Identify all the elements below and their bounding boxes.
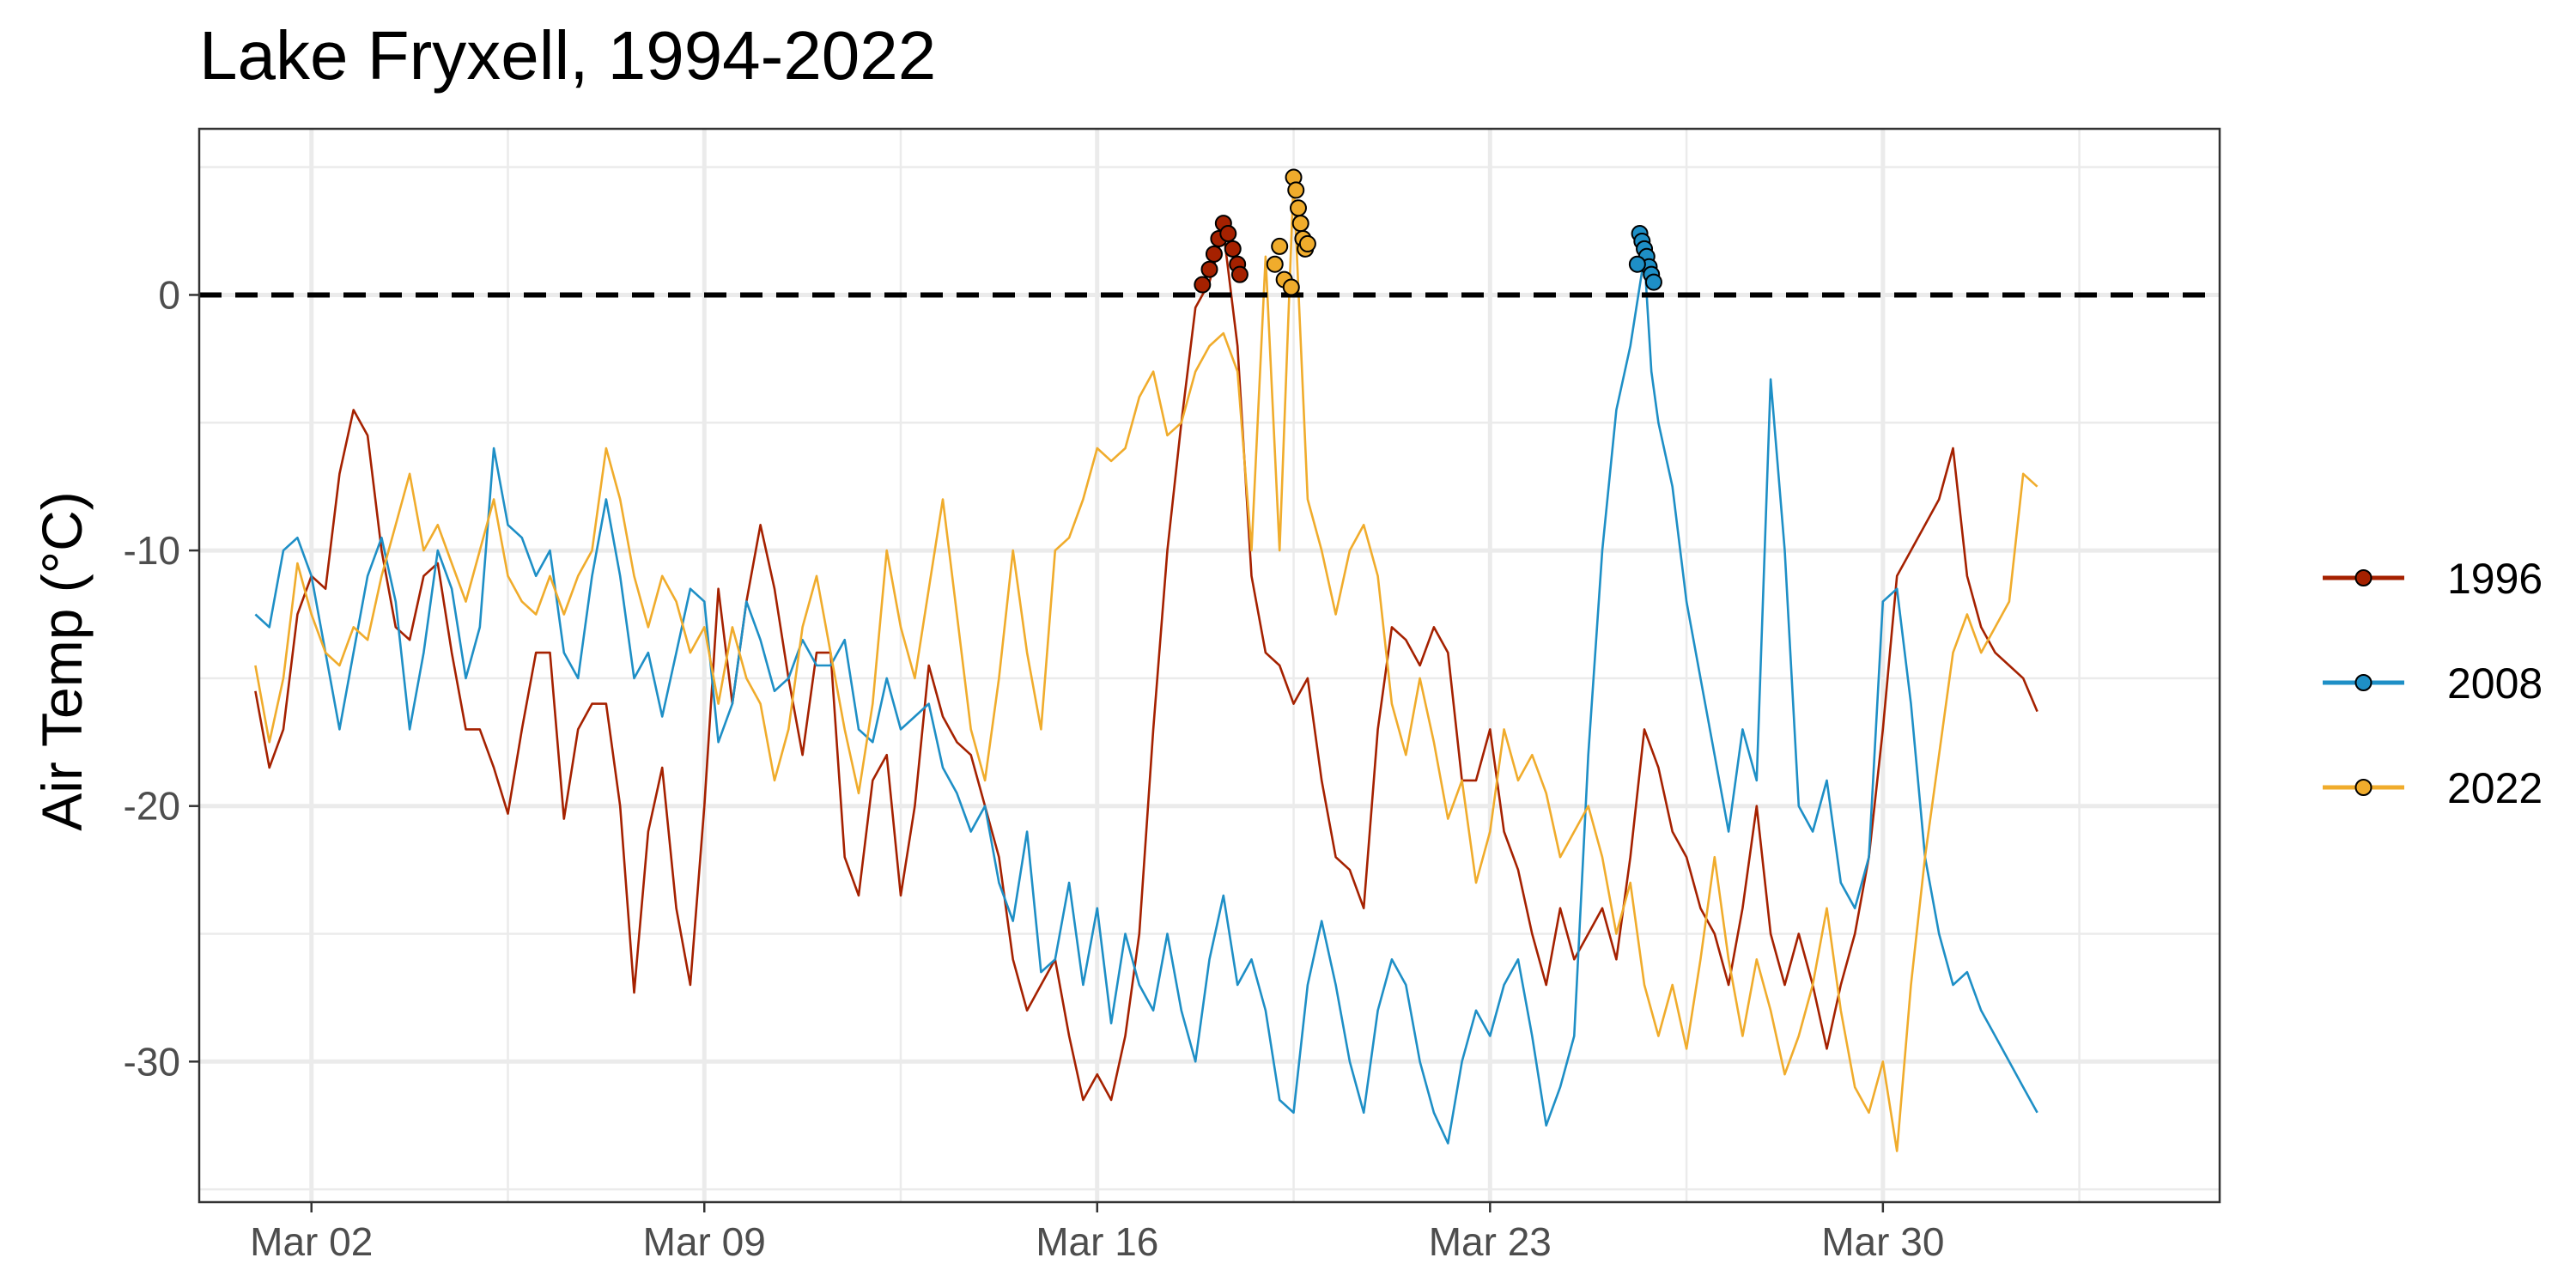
legend-key-marker [2354, 569, 2372, 586]
marker-1996 [1230, 265, 1249, 283]
legend-label: 2022 [2447, 764, 2543, 812]
legend-label: 2008 [2447, 659, 2543, 708]
y-axis-ticks: 0 -10 -20 -30 [124, 272, 199, 1084]
marker-2022 [1287, 181, 1305, 199]
marker-2022 [1291, 215, 1309, 233]
legend-item-2022: 2022 [2323, 764, 2543, 812]
x-tick-label: Mar 09 [643, 1219, 766, 1264]
y-tick-label: -20 [124, 784, 180, 829]
series-line-1996 [254, 229, 2038, 1102]
marker-1996 [1219, 225, 1237, 243]
marker-2008 [1628, 255, 1646, 273]
marker-1996 [1194, 276, 1212, 294]
marker-2022 [1266, 255, 1284, 273]
x-tick-label: Mar 23 [1429, 1219, 1552, 1264]
legend: 1996 2008 2022 [2323, 555, 2543, 812]
panel-border [197, 127, 2221, 1204]
marker-1996 [1205, 245, 1223, 263]
marker-2022 [1289, 199, 1307, 217]
y-tick-label: -30 [124, 1039, 180, 1084]
series-line-2022 [254, 179, 2038, 1152]
legend-item-2008: 2008 [2323, 659, 2543, 708]
legend-label: 1996 [2447, 555, 2543, 603]
y-tick-label: -10 [124, 528, 180, 573]
marker-1996 [1224, 240, 1242, 258]
x-tick-label: Mar 16 [1036, 1219, 1158, 1264]
marker-2008 [1644, 273, 1662, 291]
legend-key-marker [2354, 674, 2372, 691]
plot-border [197, 127, 2221, 1204]
x-axis-ticks: Mar 02 Mar 09 Mar 16 Mar 23 Mar 30 [250, 1202, 1944, 1264]
legend-item-1996: 1996 [2323, 555, 2543, 603]
y-axis-label: Air Temp (°C) [30, 491, 94, 831]
panel-background [199, 129, 2220, 1202]
chart-title: Lake Fryxell, 1994-2022 [199, 17, 936, 94]
marker-2022 [1271, 237, 1289, 255]
marker-1996 [1200, 260, 1218, 278]
y-tick-label: 0 [158, 272, 180, 317]
marker-2022 [1282, 278, 1300, 296]
legend-key-marker [2354, 779, 2372, 796]
x-tick-label: Mar 30 [1821, 1219, 1944, 1264]
marker-2022 [1298, 234, 1316, 252]
series-lines [254, 179, 2038, 1152]
plot-panel [199, 129, 2220, 1202]
x-tick-label: Mar 02 [250, 1219, 373, 1264]
above-zero-markers [1194, 168, 1662, 296]
series-line-2008 [254, 255, 2038, 1145]
